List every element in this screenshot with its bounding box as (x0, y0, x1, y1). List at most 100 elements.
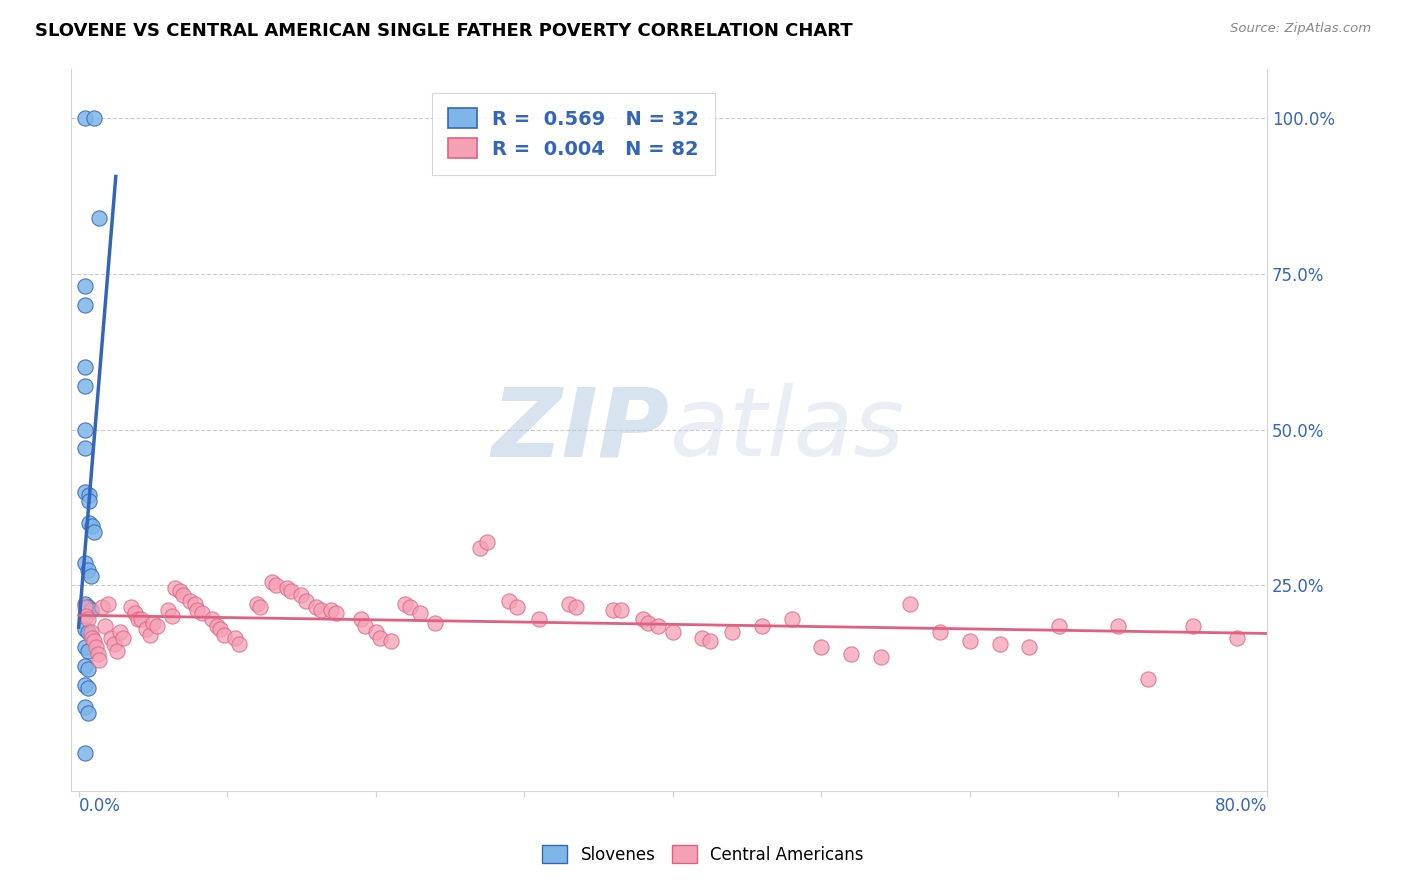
Point (73, 298, 96, 312)
Point (105, 643, 128, 657)
Point (751, 618, 773, 632)
Point (276, 582, 298, 596)
Point (228, 637, 250, 651)
Point (558, 597, 581, 611)
Point (1107, 618, 1129, 632)
Point (73, 379, 96, 393)
Point (87, 647, 110, 661)
Point (76, 612, 98, 626)
Point (280, 584, 302, 599)
Point (124, 606, 146, 620)
Point (1181, 618, 1204, 632)
Point (112, 631, 135, 645)
Point (76, 599, 98, 614)
Point (325, 606, 347, 620)
Point (959, 634, 981, 648)
Point (73, 597, 96, 611)
Point (368, 631, 391, 645)
Point (699, 634, 721, 648)
Point (79, 603, 101, 617)
Point (79, 624, 101, 639)
Point (80, 519, 103, 533)
Point (988, 637, 1011, 651)
Point (77, 488, 100, 502)
Point (191, 606, 214, 620)
Point (103, 637, 125, 651)
Point (208, 622, 231, 636)
Point (350, 612, 373, 626)
Point (205, 618, 228, 632)
Legend: Slovenes, Central Americans: Slovenes, Central Americans (536, 838, 870, 871)
Point (77, 494, 100, 508)
Point (73, 423, 96, 437)
Point (73, 484, 96, 499)
Point (83, 525, 105, 540)
Point (354, 618, 377, 632)
Point (172, 588, 194, 602)
Point (475, 534, 498, 549)
Point (399, 599, 422, 614)
Point (1226, 631, 1249, 645)
Point (900, 597, 922, 611)
Point (73, 746, 96, 760)
Point (146, 618, 169, 632)
Point (249, 599, 271, 614)
Text: SLOVENE VS CENTRAL AMERICAN SINGLE FATHER POVERTY CORRELATION CHART: SLOVENE VS CENTRAL AMERICAN SINGLE FATHE… (35, 22, 853, 40)
Point (97, 597, 120, 611)
Point (129, 612, 152, 626)
Point (73, 622, 96, 636)
Point (77, 516, 100, 530)
Point (73, 678, 96, 692)
Point (468, 541, 491, 555)
Point (295, 594, 318, 608)
Point (139, 628, 162, 642)
Text: 0.0%: 0.0% (79, 797, 121, 815)
Point (120, 599, 142, 614)
Point (156, 603, 179, 617)
Point (73, 640, 96, 655)
Point (179, 594, 201, 608)
Point (1137, 672, 1160, 686)
Point (89, 653, 111, 667)
Point (929, 624, 952, 639)
Point (83, 112, 105, 126)
Point (75, 609, 97, 624)
Point (602, 603, 624, 617)
Point (73, 599, 96, 614)
Point (73, 360, 96, 375)
Point (721, 624, 744, 639)
Point (83, 634, 105, 648)
Point (780, 612, 803, 626)
Point (565, 599, 588, 614)
Point (869, 649, 891, 664)
Point (73, 557, 96, 571)
Point (127, 612, 149, 626)
Point (810, 640, 832, 655)
Point (1018, 640, 1040, 655)
Point (142, 615, 165, 630)
Point (394, 597, 416, 611)
Point (637, 615, 659, 630)
Text: ZIP: ZIP (491, 383, 669, 476)
Point (321, 603, 343, 617)
Point (89, 211, 111, 225)
Point (91, 599, 114, 614)
Point (76, 681, 98, 695)
Point (76, 706, 98, 720)
Point (73, 659, 96, 673)
Legend: R =  0.569   N = 32, R =  0.004   N = 82: R = 0.569 N = 32, R = 0.004 N = 82 (432, 93, 714, 175)
Point (839, 647, 862, 661)
Point (186, 603, 208, 617)
Point (246, 597, 269, 611)
Point (264, 578, 287, 592)
Point (80, 631, 103, 645)
Text: Source: ZipAtlas.com: Source: ZipAtlas.com (1230, 22, 1371, 36)
Point (309, 603, 332, 617)
Point (212, 628, 235, 642)
Point (1047, 618, 1070, 632)
Point (305, 599, 328, 614)
Point (73, 699, 96, 714)
Point (506, 599, 529, 614)
Point (290, 588, 312, 602)
Point (76, 643, 98, 657)
